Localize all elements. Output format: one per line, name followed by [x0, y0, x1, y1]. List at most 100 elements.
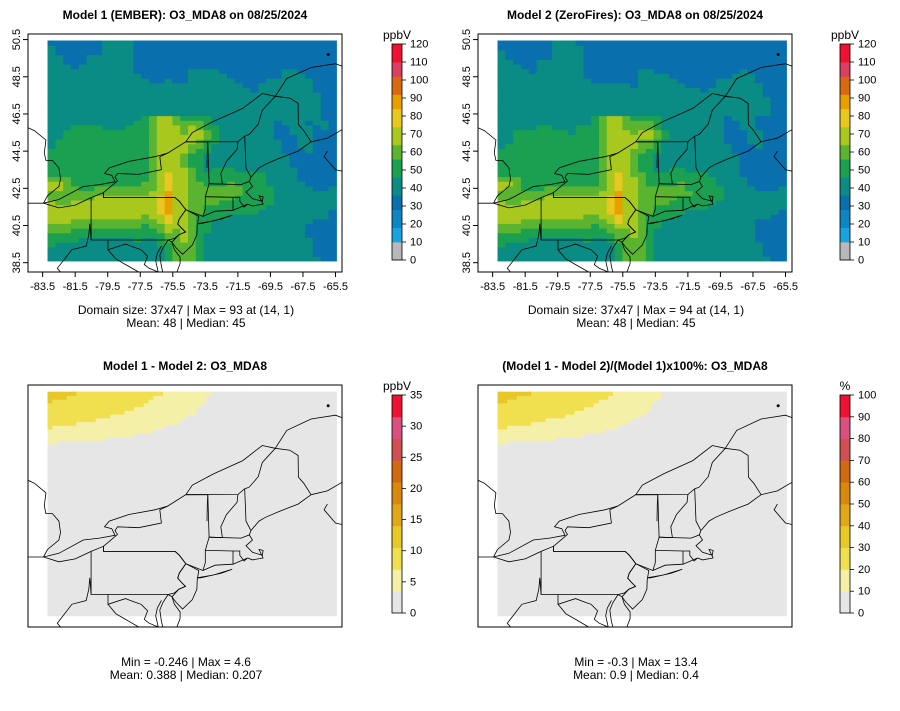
- grid-cell: [243, 233, 251, 238]
- grid-cell: [219, 172, 227, 177]
- grid-cell: [537, 139, 545, 144]
- grid-cell: [763, 242, 771, 247]
- grid-cell: [115, 582, 120, 586]
- grid-cell: [180, 92, 188, 97]
- grid-cell: [115, 593, 120, 597]
- grid-cell: [153, 563, 158, 567]
- grid-cell: [274, 101, 282, 106]
- grid-cell: [317, 578, 322, 582]
- colorbar-tick-label: 10: [410, 237, 422, 249]
- grid-cell: [708, 45, 716, 50]
- grid-cell: [79, 87, 87, 92]
- grid-cell: [126, 125, 134, 130]
- grid-cell: [165, 55, 173, 60]
- grid-cell: [221, 582, 226, 586]
- grid-cell: [321, 78, 329, 83]
- grid-cell: [529, 59, 537, 64]
- grid-cell: [289, 219, 297, 224]
- grid-cell: [708, 256, 716, 261]
- grid-cell: [607, 209, 615, 214]
- grid-cell: [677, 144, 685, 149]
- grid-cell: [188, 167, 196, 172]
- grid-cell: [576, 162, 584, 167]
- colorbar-segment: [840, 220, 850, 224]
- grid-cell: [250, 590, 255, 594]
- grid-cell: [149, 571, 154, 575]
- grid-cell: [313, 78, 321, 83]
- grid-cell: [221, 541, 226, 545]
- grid-cell: [305, 219, 313, 224]
- grid-cell: [529, 125, 537, 130]
- grid-cell: [303, 597, 308, 601]
- grid-cell: [115, 571, 120, 575]
- grid-cell: [100, 593, 105, 597]
- grid-cell: [599, 148, 607, 153]
- grid-cell: [638, 256, 646, 261]
- grid-cell: [283, 571, 288, 575]
- grid-cell: [250, 55, 258, 60]
- grid-cell: [274, 552, 279, 556]
- grid-cell: [118, 148, 126, 153]
- grid-cell: [732, 111, 740, 116]
- grid-cell: [305, 153, 313, 158]
- grid-cell: [615, 139, 623, 144]
- grid-cell: [560, 125, 568, 130]
- grid-cell: [129, 586, 134, 590]
- grid-cell: [739, 167, 747, 172]
- grid-cell: [513, 176, 521, 181]
- grid-cell: [250, 608, 255, 612]
- grid-cell: [258, 73, 266, 78]
- colorbar-segment: [840, 242, 850, 246]
- grid-cell: [661, 214, 669, 219]
- grid-cell: [87, 59, 95, 64]
- grid-cell: [747, 78, 755, 83]
- grid-cell: [254, 604, 259, 608]
- colorbar-segment: [392, 102, 402, 106]
- grid-cell: [607, 186, 615, 191]
- grid-cell: [197, 541, 202, 545]
- grid-cell: [52, 601, 57, 605]
- grid-cell: [57, 567, 62, 571]
- grid-cell: [583, 69, 591, 74]
- grid-cell: [115, 541, 120, 545]
- grid-cell: [230, 545, 235, 549]
- grid-cell: [230, 608, 235, 612]
- grid-cell: [297, 214, 305, 219]
- grid-cell: [529, 45, 537, 50]
- grid-cell: [182, 597, 187, 601]
- grid-cell: [693, 116, 701, 121]
- grid-cell: [312, 556, 317, 560]
- grid-cell: [192, 548, 197, 552]
- grid-cell: [298, 567, 303, 571]
- grid-cell: [168, 575, 173, 579]
- grid-cell: [654, 78, 662, 83]
- grid-cell: [305, 162, 313, 167]
- grid-cell: [243, 92, 251, 97]
- grid-cell: [94, 181, 102, 186]
- colorbar-unit-label: ppbV: [831, 28, 859, 42]
- grid-cell: [133, 251, 141, 256]
- grid-cell: [118, 101, 126, 106]
- grid-cell: [576, 87, 584, 92]
- grid-cell: [505, 228, 513, 233]
- grid-cell: [552, 125, 560, 130]
- grid-cell: [779, 205, 787, 210]
- grid-cell: [661, 101, 669, 106]
- grid-cell: [149, 97, 157, 102]
- grid-cell: [763, 125, 771, 130]
- grid-cell: [120, 593, 125, 597]
- grid-cell: [724, 64, 732, 69]
- grid-cell: [615, 69, 623, 74]
- grid-cell: [591, 162, 599, 167]
- grid-cell: [293, 601, 298, 605]
- grid-cell: [79, 55, 87, 60]
- grid-cell: [87, 134, 95, 139]
- grid-cell: [48, 50, 56, 55]
- grid-cell: [747, 195, 755, 200]
- grid-cell: [321, 101, 329, 106]
- grid-cell: [118, 111, 126, 116]
- grid-cell: [313, 55, 321, 60]
- grid-cell: [739, 219, 747, 224]
- grid-cell: [72, 548, 77, 552]
- grid-cell: [313, 73, 321, 78]
